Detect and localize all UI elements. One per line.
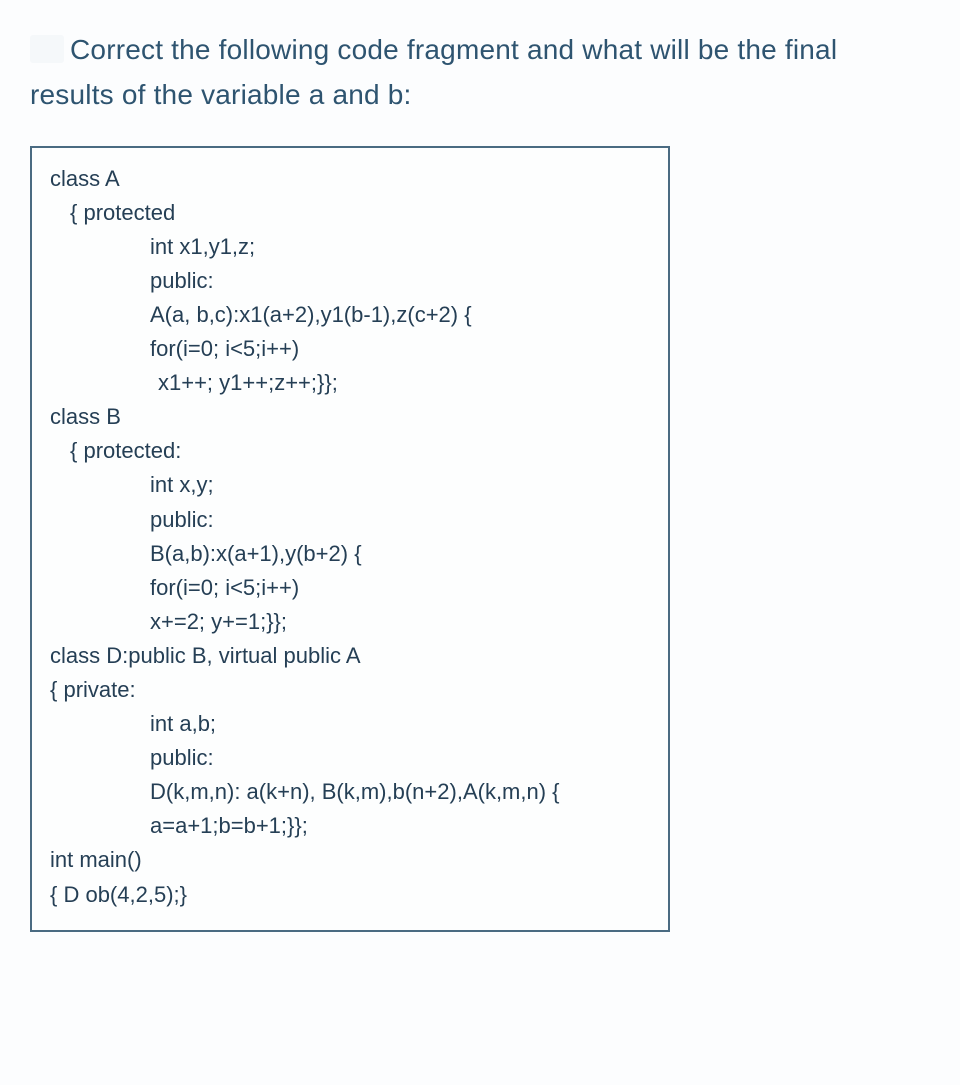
page: Correct the following code fragment and … — [0, 0, 960, 1085]
code-line: class B — [50, 400, 650, 434]
bookmark-icon — [30, 35, 64, 63]
code-line: public: — [50, 741, 650, 775]
code-line: public: — [50, 503, 650, 537]
question-line-1: Correct the following code fragment and … — [70, 34, 837, 65]
code-line: x1++; y1++;z++;}}; — [50, 366, 650, 400]
code-line: B(a,b):x(a+1),y(b+2) { — [50, 537, 650, 571]
code-line: int x1,y1,z; — [50, 230, 650, 264]
code-line: a=a+1;b=b+1;}}; — [50, 809, 650, 843]
code-line: { private: — [50, 673, 650, 707]
code-line: int main() — [50, 843, 650, 877]
code-box: class A{ protectedint x1,y1,z;public:A(a… — [30, 146, 670, 932]
code-line: public: — [50, 264, 650, 298]
code-line: int a,b; — [50, 707, 650, 741]
code-line: x+=2; y+=1;}}; — [50, 605, 650, 639]
code-line: int x,y; — [50, 468, 650, 502]
code-line: { protected — [50, 196, 650, 230]
code-line: { D ob(4,2,5);} — [50, 878, 650, 912]
question-line-2: results of the variable a and b: — [30, 79, 412, 110]
code-line: A(a, b,c):x1(a+2),y1(b-1),z(c+2) { — [50, 298, 650, 332]
code-line: { protected: — [50, 434, 650, 468]
code-line: for(i=0; i<5;i++) — [50, 332, 650, 366]
code-line: for(i=0; i<5;i++) — [50, 571, 650, 605]
code-line: class A — [50, 162, 650, 196]
question-text: Correct the following code fragment and … — [30, 28, 930, 118]
code-listing: class A{ protectedint x1,y1,z;public:A(a… — [50, 162, 650, 912]
code-line: D(k,m,n): a(k+n), B(k,m),b(n+2),A(k,m,n)… — [50, 775, 650, 809]
code-line: class D:public B, virtual public A — [50, 639, 650, 673]
